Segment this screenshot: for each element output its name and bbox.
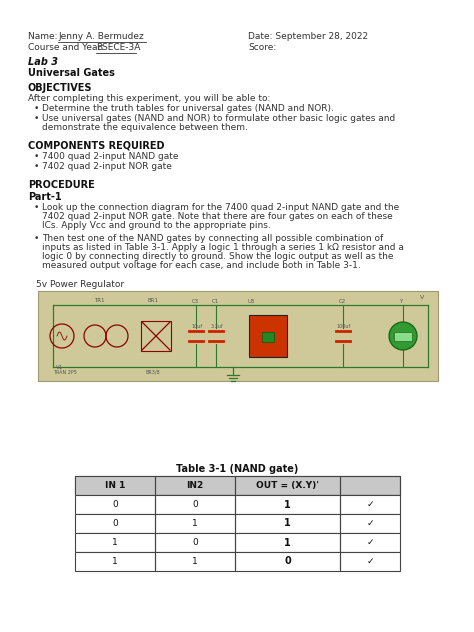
Text: BR3/8: BR3/8 (146, 369, 161, 374)
Bar (155, 552, 235, 571)
Text: PROCEDURE: PROCEDURE (28, 180, 95, 190)
Circle shape (389, 322, 417, 350)
Text: OBJECTIVES: OBJECTIVES (28, 83, 92, 93)
Bar (235, 514, 340, 533)
Text: ✓: ✓ (366, 557, 374, 566)
Bar (75, 552, 155, 571)
Text: inputs as listed in Table 3-1. Apply a logic 1 through a series 1 kΩ resistor an: inputs as listed in Table 3-1. Apply a l… (42, 243, 404, 252)
Text: Determine the truth tables for universal gates (NAND and NOR).: Determine the truth tables for universal… (42, 104, 334, 113)
Text: 1: 1 (192, 557, 198, 566)
Text: BR1: BR1 (148, 298, 159, 303)
Bar (155, 533, 235, 552)
Text: 5v Power Regulator: 5v Power Regulator (36, 280, 124, 289)
Bar (340, 495, 400, 514)
Text: V1: V1 (56, 365, 63, 370)
Bar (235, 533, 340, 552)
Text: ICs. Apply Vcc and ground to the appropriate pins.: ICs. Apply Vcc and ground to the appropr… (42, 221, 271, 230)
Text: Score:: Score: (248, 43, 276, 52)
Text: 1: 1 (284, 537, 291, 547)
Bar (394, 332, 412, 341)
Bar (262, 332, 274, 342)
Text: 7400 quad 2-input NAND gate: 7400 quad 2-input NAND gate (42, 152, 179, 161)
Text: COMPONENTS REQUIRED: COMPONENTS REQUIRED (28, 141, 164, 151)
Text: Then test one of the NAND gates by connecting all possible combination of: Then test one of the NAND gates by conne… (42, 234, 383, 243)
Text: 0: 0 (192, 500, 198, 509)
Text: V: V (420, 295, 424, 300)
Text: ✓: ✓ (366, 519, 374, 528)
Text: 7402 quad 2-input NOR gate: 7402 quad 2-input NOR gate (42, 162, 172, 171)
Bar (249, 315, 287, 357)
Text: •: • (34, 152, 39, 161)
Text: •: • (34, 162, 39, 171)
Text: After completing this experiment, you will be able to:: After completing this experiment, you wi… (28, 94, 270, 103)
Bar (235, 476, 340, 495)
Text: measured output voltage for each case, and include both in Table 3-1.: measured output voltage for each case, a… (42, 261, 361, 270)
Text: 100uf: 100uf (336, 324, 350, 329)
Bar (75, 476, 400, 495)
Text: •: • (34, 114, 39, 123)
Text: Use universal gates (NAND and NOR) to formulate other basic logic gates and: Use universal gates (NAND and NOR) to fo… (42, 114, 395, 123)
Text: U3: U3 (248, 299, 255, 304)
Text: Table 3-1 (NAND gate): Table 3-1 (NAND gate) (176, 464, 298, 474)
Text: 10uf: 10uf (191, 324, 202, 329)
Text: Universal Gates: Universal Gates (28, 68, 115, 78)
Bar (340, 514, 400, 533)
Text: IN 1: IN 1 (105, 481, 125, 490)
Bar (75, 495, 400, 514)
Text: 0: 0 (112, 519, 118, 528)
Bar (75, 514, 400, 533)
Bar (75, 476, 155, 495)
Bar (75, 514, 155, 533)
Text: BSECE-3A: BSECE-3A (96, 43, 140, 52)
Bar (75, 495, 155, 514)
Text: C3: C3 (192, 299, 199, 304)
Text: 1: 1 (284, 518, 291, 528)
Bar (38, 291, 438, 381)
Bar (235, 495, 340, 514)
Bar (340, 552, 400, 571)
Text: Look up the connection diagram for the 7400 quad 2-input NAND gate and the: Look up the connection diagram for the 7… (42, 203, 399, 212)
Text: Date: September 28, 2022: Date: September 28, 2022 (248, 32, 368, 41)
Text: demonstrate the equivalence between them.: demonstrate the equivalence between them… (42, 123, 248, 132)
Bar (340, 533, 400, 552)
Bar (141, 321, 171, 351)
Text: Jenny A. Bermudez: Jenny A. Bermudez (58, 32, 144, 41)
Text: Course and Year:: Course and Year: (28, 43, 107, 52)
Text: 1: 1 (112, 538, 118, 547)
Bar (75, 533, 400, 552)
Text: 0: 0 (284, 557, 291, 566)
Text: ✓: ✓ (366, 500, 374, 509)
Bar (235, 552, 340, 571)
Text: C2: C2 (339, 299, 346, 304)
Text: TR1: TR1 (94, 298, 104, 303)
Text: 1: 1 (112, 557, 118, 566)
Text: Name:: Name: (28, 32, 60, 41)
Text: •: • (34, 203, 39, 212)
Text: Part-1: Part-1 (28, 192, 62, 202)
Text: 0: 0 (192, 538, 198, 547)
Bar (340, 476, 400, 495)
Bar (75, 533, 155, 552)
Text: 7402 quad 2-input NOR gate. Note that there are four gates on each of these: 7402 quad 2-input NOR gate. Note that th… (42, 212, 393, 221)
Text: 1: 1 (284, 499, 291, 509)
Text: ✓: ✓ (366, 538, 374, 547)
Bar (155, 476, 235, 495)
Bar (155, 495, 235, 514)
Bar (75, 552, 400, 571)
Text: Lab 3: Lab 3 (28, 57, 58, 67)
Text: 3.3uf: 3.3uf (211, 324, 224, 329)
Bar (155, 514, 235, 533)
Text: 0: 0 (112, 500, 118, 509)
Text: OUT = (X.Y)': OUT = (X.Y)' (256, 481, 319, 490)
Text: C1: C1 (212, 299, 219, 304)
Text: •: • (34, 234, 39, 243)
Text: logic 0 by connecting directly to ground. Show the logic output as well as the: logic 0 by connecting directly to ground… (42, 252, 393, 261)
Text: •: • (34, 104, 39, 113)
Text: IN2: IN2 (186, 481, 204, 490)
Text: Y: Y (399, 299, 402, 304)
Text: 1: 1 (192, 519, 198, 528)
Text: TRAN 2P5: TRAN 2P5 (53, 370, 77, 375)
